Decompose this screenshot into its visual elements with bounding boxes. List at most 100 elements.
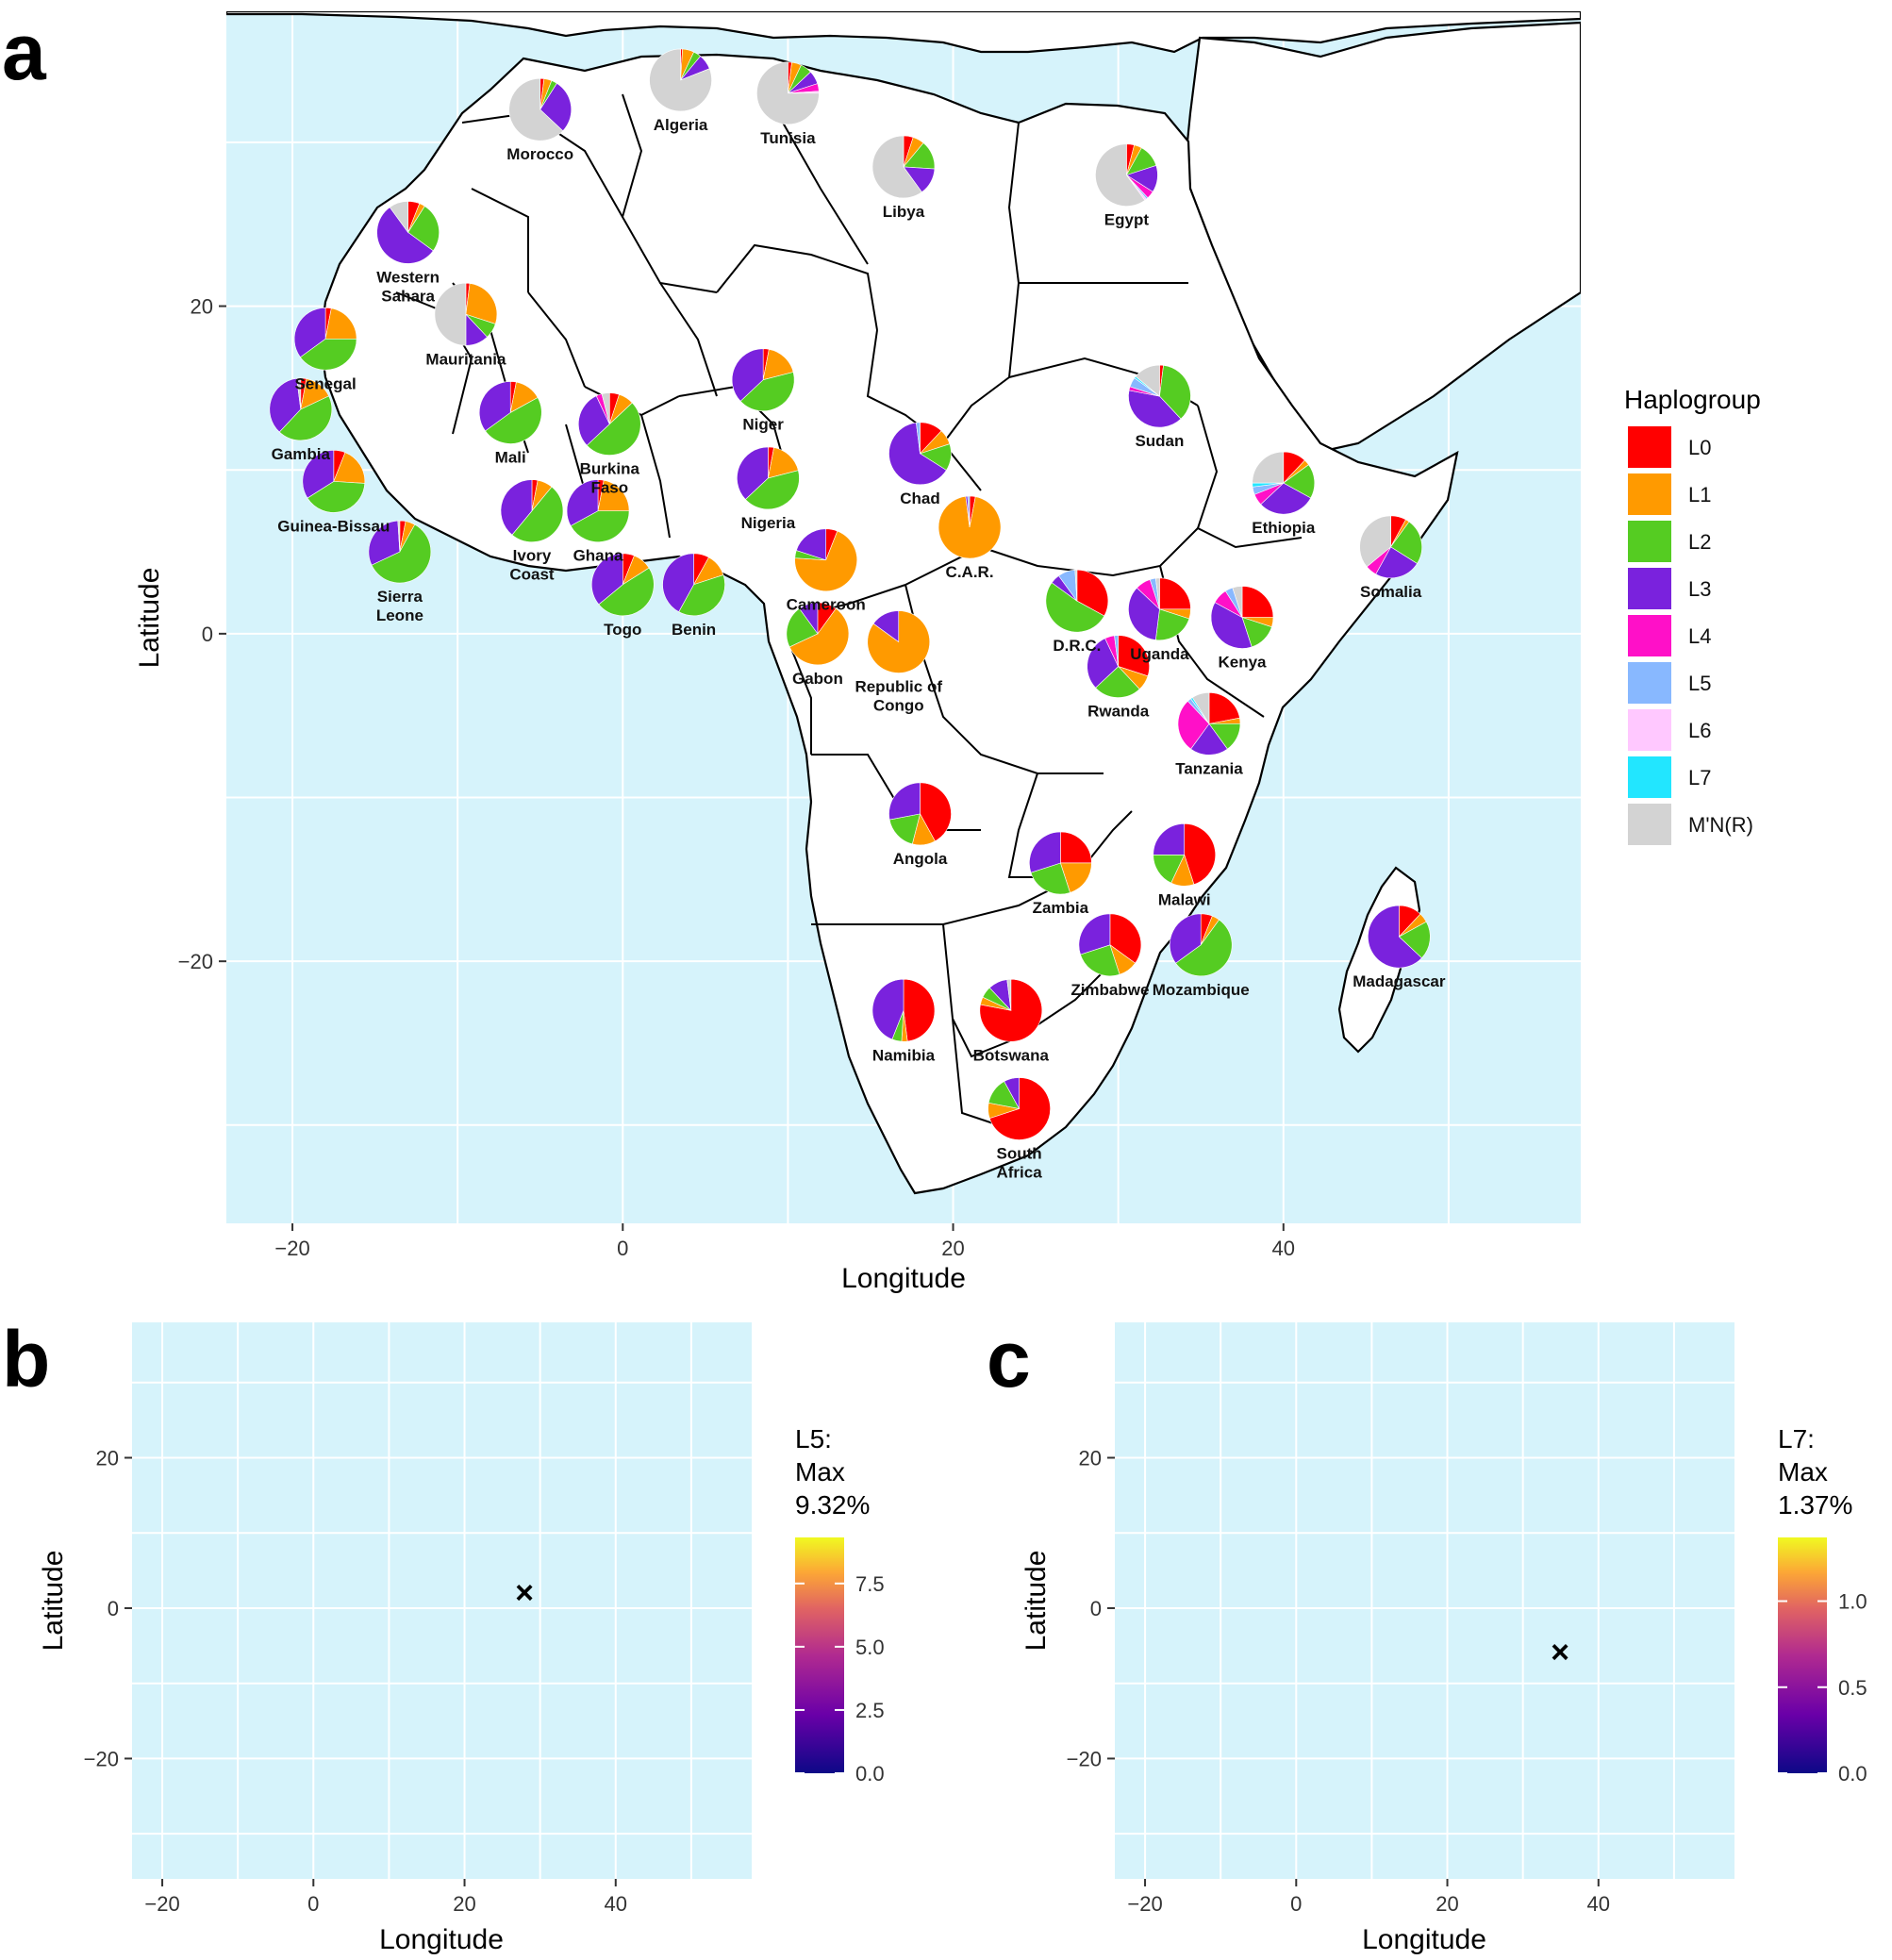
pie-slice — [511, 486, 564, 542]
pie-slice — [1030, 862, 1070, 895]
panel-c-colorbar: L7: Max 1.37% 1.0 0.5 0.0 — [1778, 1424, 1867, 1786]
panel-b-ocean — [132, 1322, 752, 1879]
pie-mozambique — [1169, 913, 1233, 977]
pie-slice — [871, 978, 905, 1040]
panel-a-axes: −20 0 20 40 20 0 −20 — [178, 295, 1295, 1260]
pie-slice — [1059, 862, 1092, 893]
x-tick-label: 0 — [617, 1237, 628, 1260]
country-label: Guinea-Bissau — [277, 517, 390, 535]
pie-slice — [1118, 635, 1150, 677]
panel-a-pies — [269, 48, 1431, 1140]
pie-slice — [788, 607, 850, 666]
legend-swatch-L2 — [1628, 521, 1671, 562]
x-tick-label: −20 — [274, 1237, 309, 1260]
y-tick-label: −20 — [84, 1747, 119, 1770]
country-label: Somalia — [1360, 583, 1422, 601]
pie-mauritania — [434, 282, 498, 346]
pie-slice — [539, 82, 572, 132]
pie-slice — [737, 446, 769, 500]
y-tick-label: 0 — [1090, 1597, 1102, 1620]
pie-uganda — [1128, 577, 1191, 641]
pie-libya — [871, 135, 936, 199]
pie-slice — [1368, 905, 1422, 969]
pie-slice — [1241, 586, 1274, 618]
panel-a-legend: Haplogroup L0 L1 L2 L3 L4 L5 L6 L7 M'N(R) — [1624, 385, 1761, 845]
legend-swatch-L0 — [1628, 426, 1671, 468]
pie-madagascar — [1368, 905, 1431, 969]
country-label: Tunisia — [760, 129, 816, 147]
pie-slice — [598, 567, 655, 617]
pie-tanzania — [1177, 692, 1241, 756]
country-label: Morocco — [506, 145, 573, 163]
country-label: Western — [376, 268, 440, 286]
country-label: South — [997, 1144, 1042, 1162]
pie-slice — [786, 607, 819, 648]
panel-c-grid — [1115, 1322, 1734, 1879]
pie-algeria — [649, 48, 712, 112]
pie-slice — [1159, 364, 1191, 420]
country-label: Tanzania — [1175, 759, 1243, 777]
panel-c-colorbar-gradient — [1778, 1537, 1827, 1773]
country-label: Mozambique — [1153, 981, 1250, 999]
panel-c: c × − — [987, 1315, 1867, 1955]
pie-egypt — [1095, 143, 1158, 207]
pie-slice — [478, 381, 511, 432]
panel-c-ylabel: Latitude — [1021, 1551, 1052, 1652]
colorbar-tick-label: 5.0 — [855, 1636, 885, 1659]
pie-slice — [888, 422, 947, 486]
country-label: Namibia — [872, 1046, 936, 1064]
pie-western-sahara — [376, 201, 440, 264]
pie-burkina-faso — [577, 392, 641, 456]
pie-slice — [269, 377, 302, 433]
country-label: Mauritania — [425, 350, 506, 368]
panel-c-axes: −20 0 20 40 20 0 −20 — [1067, 1447, 1610, 1916]
pie-slice — [601, 392, 610, 424]
country-label: Burkina — [580, 460, 640, 478]
pie-slice — [1109, 913, 1142, 964]
pie-slice — [500, 479, 533, 536]
pie-slice — [1095, 666, 1140, 698]
panel-c-legend-line-2: Max — [1778, 1457, 1828, 1487]
pie-slice — [389, 201, 408, 234]
y-tick-label: 20 — [191, 295, 213, 319]
pie-slice — [324, 307, 357, 340]
country-label: Republic of — [855, 678, 942, 696]
pie-c-a-r- — [938, 495, 1002, 559]
pie-namibia — [871, 978, 936, 1042]
pie-malawi — [1153, 822, 1216, 887]
pie-slice — [1060, 831, 1092, 864]
pie-sierra-leone — [368, 520, 432, 584]
pie-tunisia — [756, 61, 820, 125]
colorbar-tick-label: 0.5 — [1838, 1676, 1867, 1700]
pie-south-africa — [987, 1077, 1051, 1140]
panel-b-legend-line-3: 9.32% — [795, 1490, 870, 1520]
pie-slice — [577, 395, 610, 446]
pie-slice — [1159, 577, 1191, 610]
legend-label-L1: L1 — [1688, 483, 1711, 507]
country-label: Togo — [604, 621, 641, 639]
country-label: Senegal — [294, 374, 356, 392]
pie-slice — [566, 479, 599, 526]
pie-slice — [871, 135, 922, 199]
panel-b-axes: −20 0 20 40 20 0 −20 — [84, 1447, 627, 1916]
pie-slice — [1153, 822, 1186, 855]
pie-slice — [794, 530, 857, 591]
y-tick-label: −20 — [178, 950, 213, 973]
pie-slice — [590, 553, 623, 606]
pie-slice — [1260, 482, 1312, 515]
pie-slice — [1390, 521, 1422, 564]
x-tick-label: −20 — [1127, 1892, 1162, 1916]
pie-slice — [434, 282, 467, 346]
country-label: Libya — [883, 203, 925, 221]
pie-slice — [296, 377, 302, 410]
pie-slice — [872, 610, 900, 643]
country-label: Ghana — [573, 547, 623, 565]
pie-slice — [731, 348, 764, 402]
pie-gabon — [786, 602, 850, 666]
country-label: Gambia — [272, 445, 331, 463]
pie-slice — [1210, 602, 1253, 649]
pie-d-r-c- — [1045, 569, 1109, 633]
y-tick-label: 20 — [1079, 1447, 1102, 1470]
pie-cameroon — [794, 528, 857, 591]
